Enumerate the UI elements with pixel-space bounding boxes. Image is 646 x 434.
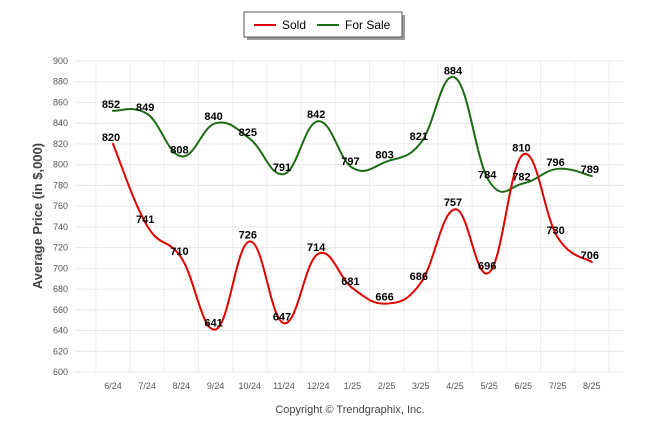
x-tick-label: 6/24 [104, 381, 122, 391]
x-tick-label: 4/25 [446, 381, 464, 391]
y-tick-label: 900 [53, 56, 68, 66]
series-line-sold [112, 142, 593, 331]
y-tick-label: 700 [53, 263, 68, 273]
y-tick-label: 860 [53, 97, 68, 107]
data-label-for-sale: 852 [102, 99, 120, 111]
y-tick-label: 800 [53, 160, 68, 170]
series-line-for-sale [112, 76, 593, 193]
y-tick-label: 820 [53, 139, 68, 149]
x-tick-label: 8/24 [173, 381, 191, 391]
data-label-sold: 710 [170, 246, 188, 258]
data-label-for-sale: 884 [444, 66, 463, 78]
gridlines [75, 60, 624, 373]
data-label-sold: 681 [341, 276, 359, 288]
x-tick-label: 3/25 [412, 381, 430, 391]
data-label-for-sale: 842 [307, 109, 325, 121]
data-label-for-sale: 791 [273, 162, 291, 174]
data-label-sold: 726 [239, 229, 257, 241]
data-label-sold: 647 [273, 311, 291, 323]
data-label-for-sale: 825 [239, 127, 257, 139]
y-tick-label: 640 [53, 326, 68, 336]
data-label-for-sale: 808 [170, 144, 188, 156]
data-label-sold: 730 [546, 225, 564, 237]
data-labels: 820 741 710 641 726 647 714 681 666 686 757 696 810 7… [102, 66, 599, 330]
data-label-sold: 666 [375, 292, 393, 304]
data-label-for-sale: 782 [512, 171, 530, 183]
series-lines [112, 76, 593, 331]
x-axis-ticks: 6/24 7/24 8/24 9/24 10/24 11/24 12/24 1/25 2/25 3… [104, 381, 600, 391]
x-tick-label: 9/24 [207, 381, 225, 391]
x-tick-label: 8/25 [583, 381, 601, 391]
data-label-sold: 757 [444, 197, 462, 209]
data-label-for-sale: 796 [546, 157, 564, 169]
legend-sold-label: Sold [282, 18, 306, 32]
x-tick-label: 11/24 [273, 381, 295, 391]
data-label-sold: 810 [512, 142, 530, 154]
data-label-for-sale: 849 [136, 102, 154, 114]
y-tick-label: 720 [53, 243, 68, 253]
x-tick-label: 7/24 [138, 381, 156, 391]
data-label-sold: 741 [136, 214, 154, 226]
y-tick-label: 840 [53, 118, 68, 128]
x-tick-label: 5/25 [480, 381, 498, 391]
y-tick-label: 760 [53, 201, 68, 211]
legend: Sold For Sale [243, 11, 405, 40]
data-label-sold: 641 [204, 317, 222, 329]
x-tick-label: 6/25 [515, 381, 533, 391]
data-label-for-sale: 797 [341, 156, 359, 168]
y-tick-label: 880 [53, 77, 68, 87]
copyright-text: Copyright © Trendgraphix, Inc. [275, 404, 424, 416]
data-label-for-sale: 840 [204, 111, 222, 123]
y-axis-label: Average Price (in $,000) [30, 143, 45, 289]
legend-forsale-label: For Sale [345, 18, 391, 32]
y-tick-label: 660 [53, 305, 68, 315]
y-tick-label: 740 [53, 222, 68, 232]
data-label-for-sale: 789 [581, 164, 599, 176]
y-tick-label: 680 [53, 284, 68, 294]
data-label-sold: 714 [307, 242, 326, 254]
y-tick-label: 780 [53, 180, 68, 190]
data-label-sold: 706 [581, 250, 599, 262]
data-label-sold: 696 [478, 260, 496, 272]
y-tick-label: 620 [53, 346, 68, 356]
data-label-for-sale: 821 [410, 131, 428, 143]
data-label-for-sale: 803 [375, 150, 393, 162]
y-tick-label: 600 [53, 367, 68, 377]
x-tick-label: 2/25 [378, 381, 396, 391]
x-tick-label: 7/25 [549, 381, 567, 391]
x-tick-label: 12/24 [307, 381, 330, 391]
data-label-for-sale: 784 [478, 169, 497, 181]
y-axis-ticks: 600 620 640 660 680 700 720 740 760 780 800 820 840 8… [53, 56, 68, 377]
data-label-sold: 686 [410, 271, 428, 283]
x-tick-label: 10/24 [239, 381, 262, 391]
x-tick-label: 1/25 [344, 381, 362, 391]
data-label-sold: 820 [102, 132, 120, 144]
